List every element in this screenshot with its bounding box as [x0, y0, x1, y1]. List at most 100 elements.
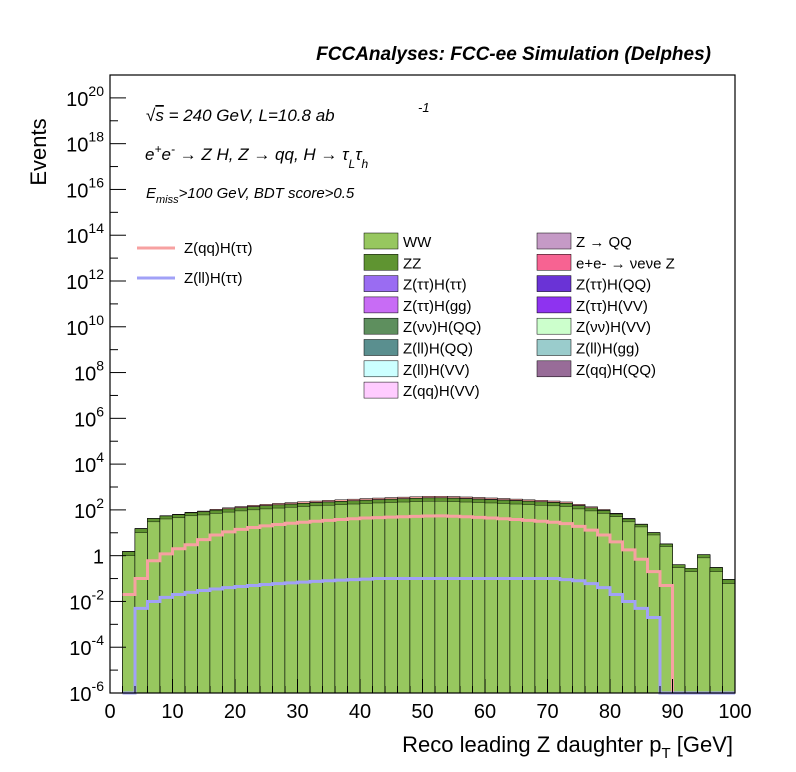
- histogram-stack: [122, 496, 736, 694]
- svg-text:√s = 240 GeV, L=10.8 ab: √s = 240 GeV, L=10.8 ab: [146, 106, 335, 125]
- y-tick-label: 1: [93, 547, 104, 569]
- stack-bar: [634, 526, 648, 694]
- stack-bar: [272, 507, 286, 694]
- legend-fill-swatch: [536, 254, 572, 271]
- energy-annotation: √s = 240 GeV, L=10.8 ab -1: [146, 100, 430, 125]
- stack-bar: [697, 557, 711, 694]
- stack-bar: [559, 506, 573, 694]
- y-tick-label: 10-6: [69, 678, 104, 706]
- stack-bar: [372, 502, 386, 694]
- legend-fill-swatch: [363, 296, 399, 314]
- signal-lines: [122, 514, 735, 695]
- y-tick-label: 1014: [66, 220, 104, 248]
- legend-label: Z(νν)H(VV): [576, 319, 651, 336]
- stack-bar: [159, 518, 173, 694]
- legend-label: e+e- → νeνe Z: [576, 255, 675, 272]
- y-tick-label: 1012: [66, 266, 104, 294]
- stack-bar: [522, 504, 536, 694]
- legend-label: Z(qq)H(ττ): [184, 240, 253, 257]
- x-tick-label: 80: [599, 701, 621, 723]
- legend-fill-swatch: [536, 232, 572, 250]
- legend-fill-swatch: [536, 339, 572, 356]
- legend-label: Z(qq)H(QQ): [576, 362, 656, 379]
- legend-label: Z → QQ: [576, 234, 632, 251]
- legend-label: Z(ll)H(VV): [403, 362, 470, 379]
- stack-bar: [497, 503, 511, 694]
- stack-bar: [584, 510, 598, 694]
- stack-bar: [197, 514, 211, 694]
- y-tick-label: 102: [74, 495, 104, 523]
- y-tick-label: 1020: [66, 83, 104, 111]
- svg-text:-1: -1: [418, 100, 430, 115]
- stack-bar: [334, 504, 348, 694]
- stack-bar: [384, 502, 398, 694]
- stack-bar: [672, 567, 686, 694]
- legend-label: Z(ll)H(gg): [576, 341, 639, 358]
- stack-bar: [422, 500, 436, 694]
- legend-fill-swatch: [536, 317, 572, 335]
- x-axis-label: Reco leading Z daughter pT [GeV]: [402, 732, 733, 762]
- legend-label: Z(ll)H(ττ): [184, 270, 243, 287]
- stack-bar: [184, 515, 198, 694]
- legend-label: Z(ll)H(QQ): [403, 341, 473, 358]
- legend-label: Z(ττ)H(gg): [403, 298, 472, 315]
- stack-bar: [534, 505, 548, 694]
- stack-bar: [322, 505, 336, 694]
- stack-bar: [572, 508, 586, 694]
- y-tick-label: 10-2: [69, 586, 104, 614]
- stack-bar: [234, 510, 248, 694]
- stack-bar: [709, 571, 723, 694]
- x-tick-label: 100: [718, 701, 751, 723]
- y-axis-label: Events: [26, 118, 51, 185]
- stack-bar: [209, 513, 223, 694]
- legend-label: Z(νν)H(QQ): [403, 319, 481, 336]
- stack-bar: [647, 534, 661, 694]
- stack-bar: [247, 509, 261, 694]
- x-axis: 0 10 20 30 40 50 60 70 80 90 100: [104, 679, 752, 723]
- x-tick-label: 40: [349, 701, 371, 723]
- x-tick-label: 50: [411, 701, 433, 723]
- stack-bar: [134, 532, 148, 694]
- legend-fill-swatch: [363, 339, 399, 356]
- stack-bar: [172, 517, 186, 694]
- y-tick-label: 1016: [66, 174, 104, 202]
- stack-bar: [597, 513, 611, 694]
- stack-bar: [459, 501, 473, 694]
- legend-fill-swatch: [363, 381, 399, 399]
- stack-bar: [509, 503, 523, 694]
- stack-bar: [347, 503, 361, 694]
- x-tick-label: 30: [286, 701, 308, 723]
- stack-bar: [284, 507, 298, 694]
- stack-bar: [397, 501, 411, 694]
- legend-fill-swatch: [536, 296, 572, 314]
- y-tick-label: 1018: [66, 129, 104, 157]
- stack-bar: [222, 511, 236, 694]
- legend-label: ZZ: [403, 255, 421, 272]
- y-tick-label: 106: [74, 403, 104, 431]
- signal-line: [122, 514, 735, 695]
- x-tick-label: 0: [104, 701, 115, 723]
- legend-fill-swatch: [363, 317, 399, 335]
- legend-label: WW: [403, 234, 432, 251]
- stack-bar: [434, 500, 448, 694]
- selection-annotation: Emiss>100 GeV, BDT score>0.5: [146, 185, 355, 206]
- legend-fill-swatch: [536, 275, 572, 292]
- stack-bar: [684, 571, 698, 694]
- stack-bar: [122, 555, 136, 694]
- legend-fill-swatch: [363, 360, 399, 378]
- stack-bar: [659, 546, 673, 694]
- signal-line: [122, 577, 735, 695]
- x-tick-label: 70: [536, 701, 558, 723]
- legend-label: Z(qq)H(VV): [403, 383, 480, 400]
- x-tick-label: 60: [474, 701, 496, 723]
- stack-bar: [259, 508, 273, 694]
- legend-fill-swatch: [363, 275, 399, 292]
- x-tick-label: 10: [161, 701, 183, 723]
- stack-bar: [447, 501, 461, 694]
- stack-bar: [297, 506, 311, 694]
- stack-bar: [359, 503, 373, 694]
- y-tick-label: 10-4: [69, 632, 104, 660]
- legend-fill-swatch: [363, 254, 399, 271]
- stack-bar: [147, 521, 161, 694]
